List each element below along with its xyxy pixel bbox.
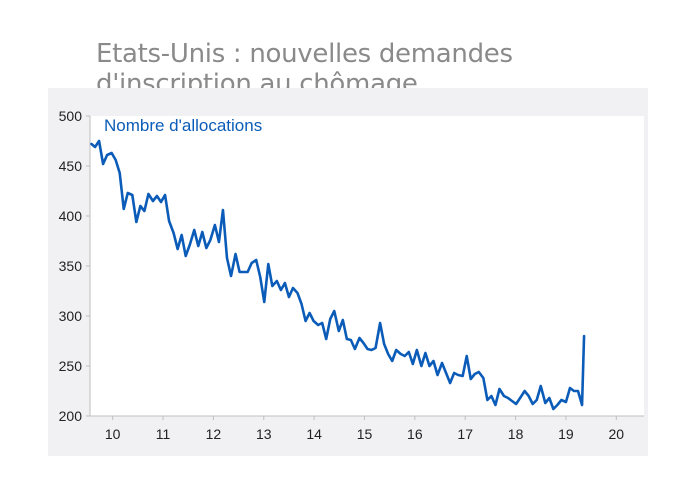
- x-tick-label: 20: [609, 426, 625, 442]
- x-tick-label: 18: [508, 426, 524, 442]
- y-axis: 200 250 300 350 400 450 500: [59, 108, 91, 424]
- x-tick-label: 14: [306, 426, 322, 442]
- x-tick-label: 16: [407, 426, 423, 442]
- chart-title: Etats-Unis : nouvelles demandes d'inscri…: [96, 39, 513, 99]
- line-chart: 200 250 300 350 400 450 500 10 11 12 13 14 15 16 17 18…: [48, 88, 648, 456]
- x-tick-label: 12: [206, 426, 222, 442]
- x-axis: 10 11 12 13 14 15 16 17 18 19 20: [90, 415, 644, 442]
- legend-label: Nombre d'allocations: [104, 116, 262, 135]
- y-tick-label: 450: [59, 158, 83, 174]
- x-tick-label: 10: [105, 426, 121, 442]
- chart-area: 200 250 300 350 400 450 500 10 11 12 13 14 15 16 17 18…: [48, 88, 648, 456]
- y-tick-label: 200: [59, 408, 83, 424]
- y-tick-label: 250: [59, 358, 83, 374]
- series-line-nombre-allocations: [90, 139, 586, 411]
- y-tick-label: 350: [59, 258, 83, 274]
- x-tick-label: 13: [256, 426, 272, 442]
- x-tick-label: 11: [156, 426, 171, 442]
- x-tick-label: 15: [357, 426, 373, 442]
- x-tick-label: 17: [457, 426, 473, 442]
- y-tick-label: 300: [59, 308, 83, 324]
- y-tick-label: 400: [59, 208, 83, 224]
- plot-background: [90, 116, 644, 416]
- x-tick-label: 19: [558, 426, 574, 442]
- y-tick-label: 500: [59, 108, 83, 124]
